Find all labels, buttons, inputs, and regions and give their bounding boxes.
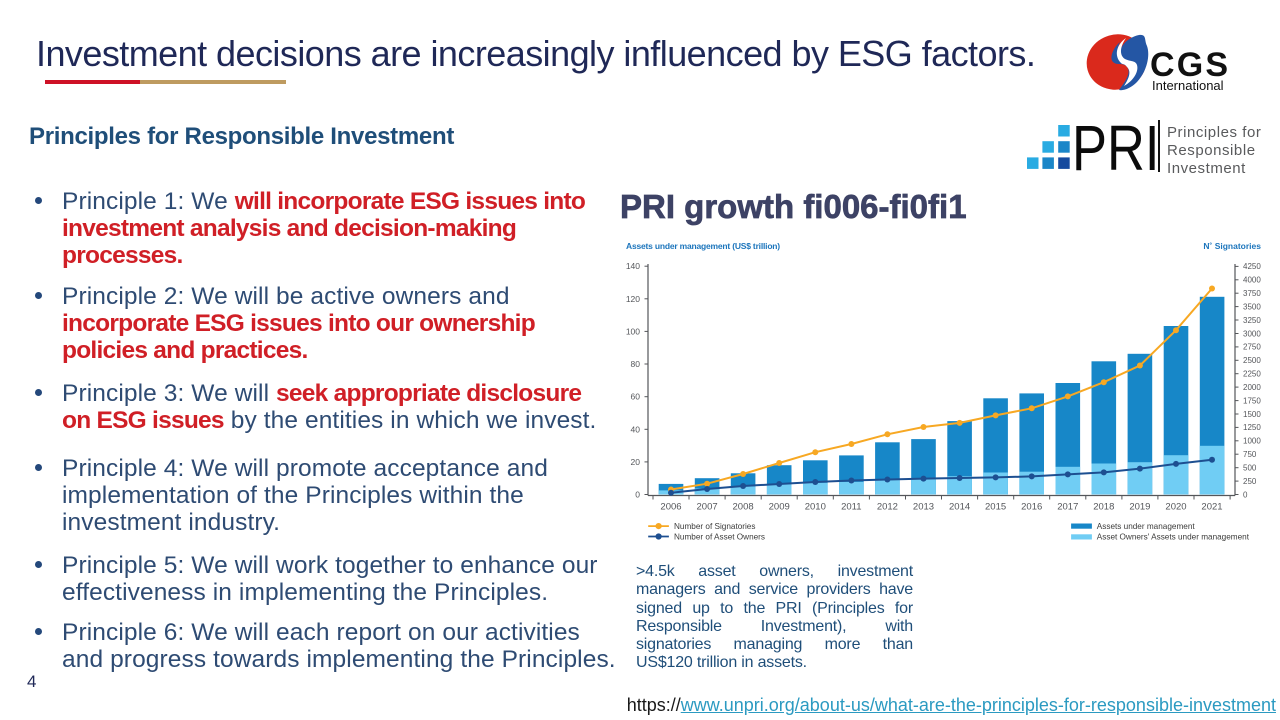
svg-text:Asset Owners' Assets under man: Asset Owners' Assets under management — [1097, 533, 1250, 542]
svg-text:0: 0 — [1243, 490, 1248, 499]
svg-text:1000: 1000 — [1243, 437, 1261, 446]
svg-text:120: 120 — [626, 294, 640, 304]
svg-text:2006: 2006 — [660, 502, 681, 513]
svg-text:4000: 4000 — [1243, 276, 1261, 285]
svg-text:100: 100 — [626, 326, 640, 336]
svg-text:0: 0 — [635, 490, 640, 500]
svg-text:2012: 2012 — [877, 502, 898, 513]
svg-text:2016: 2016 — [1021, 502, 1042, 513]
svg-text:2007: 2007 — [697, 502, 718, 513]
svg-text:250: 250 — [1243, 477, 1257, 486]
svg-text:2000: 2000 — [1243, 383, 1261, 392]
svg-text:1750: 1750 — [1243, 396, 1261, 405]
svg-text:2019: 2019 — [1129, 502, 1150, 513]
svg-text:3750: 3750 — [1243, 289, 1261, 298]
svg-text:750: 750 — [1243, 450, 1257, 459]
svg-text:2010: 2010 — [805, 502, 826, 513]
svg-text:20: 20 — [631, 457, 641, 467]
svg-text:3000: 3000 — [1243, 329, 1261, 338]
svg-text:1500: 1500 — [1243, 410, 1261, 419]
svg-text:2009: 2009 — [769, 502, 790, 513]
svg-text:2018: 2018 — [1093, 502, 1114, 513]
svg-text:3500: 3500 — [1243, 302, 1261, 311]
svg-text:2250: 2250 — [1243, 370, 1261, 379]
svg-text:2011: 2011 — [841, 502, 861, 513]
svg-text:1250: 1250 — [1243, 423, 1261, 432]
svg-text:2017: 2017 — [1057, 502, 1078, 513]
svg-text:500: 500 — [1243, 464, 1257, 473]
svg-text:40: 40 — [631, 424, 641, 434]
svg-text:Number of Signatories: Number of Signatories — [674, 522, 755, 531]
svg-text:4250: 4250 — [1243, 262, 1261, 271]
svg-text:CGS: CGS — [1150, 46, 1230, 84]
svg-text:Assets under management (US$ t: Assets under management (US$ trillion) — [626, 241, 780, 251]
svg-text:International: International — [1152, 78, 1224, 93]
svg-text:2008: 2008 — [733, 502, 754, 513]
svg-text:2015: 2015 — [985, 502, 1006, 513]
svg-text:N˚ Signatories: N˚ Signatories — [1203, 241, 1261, 251]
svg-text:60: 60 — [631, 392, 641, 402]
svg-text:2750: 2750 — [1243, 343, 1261, 352]
svg-text:Assets under management: Assets under management — [1097, 522, 1196, 531]
svg-text:2013: 2013 — [913, 502, 934, 513]
svg-text:2014: 2014 — [949, 502, 970, 513]
svg-text:Number of Asset Owners: Number of Asset Owners — [674, 533, 765, 542]
svg-text:80: 80 — [631, 359, 641, 369]
svg-text:2020: 2020 — [1165, 502, 1186, 513]
svg-text:2500: 2500 — [1243, 356, 1261, 365]
svg-text:3250: 3250 — [1243, 316, 1261, 325]
svg-text:140: 140 — [626, 261, 640, 271]
svg-text:2021: 2021 — [1201, 502, 1222, 513]
